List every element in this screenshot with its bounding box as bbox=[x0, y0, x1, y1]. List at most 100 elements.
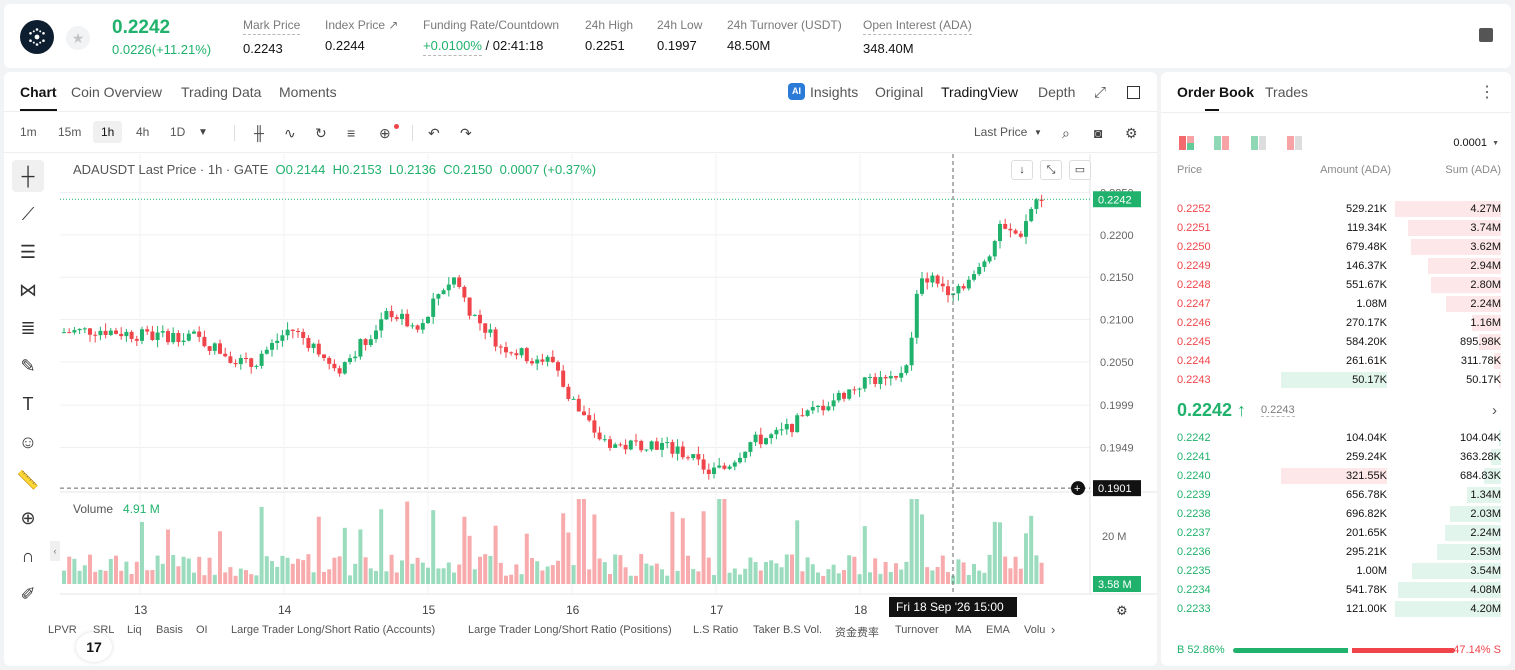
tab-chart[interactable]: Chart bbox=[20, 84, 57, 111]
add-indicator-icon[interactable]: ⊕ bbox=[379, 125, 391, 141]
chevron-down-icon[interactable]: ▼ bbox=[198, 127, 208, 138]
chevron-right-icon[interactable]: › bbox=[1492, 402, 1497, 419]
view-bids-icon[interactable] bbox=[1251, 136, 1267, 150]
bid-row[interactable]: 0.2234 541.78K 4.08M bbox=[1161, 581, 1511, 600]
tf-1m[interactable]: 1m bbox=[20, 125, 37, 139]
search-icon[interactable]: ⌕ bbox=[1062, 125, 1070, 141]
tf-15m[interactable]: 15m bbox=[58, 125, 82, 139]
tradingview-logo-icon[interactable]: 17 bbox=[76, 632, 112, 662]
ohlc-close: C0.2150 bbox=[443, 162, 493, 177]
bid-row[interactable]: 0.2241 259.24K 363.28K bbox=[1161, 448, 1511, 467]
arrow-down-icon[interactable]: ↓ bbox=[1011, 160, 1033, 180]
tab-moments[interactable]: Moments bbox=[279, 84, 337, 100]
ask-row[interactable]: 0.2249 146.37K 2.94M bbox=[1161, 257, 1511, 276]
expand-icon[interactable]: ⤢ bbox=[1094, 84, 1107, 101]
replay-icon[interactable]: ↻ bbox=[315, 125, 327, 141]
indicator-liq[interactable]: Liq bbox=[127, 624, 142, 636]
collapse-toolbar-icon[interactable]: ‹ bbox=[50, 541, 60, 561]
ask-row[interactable]: 0.2246 270.17K 1.16M bbox=[1161, 314, 1511, 333]
candlestick-icon[interactable]: ╫ bbox=[254, 125, 264, 141]
bid-row[interactable]: 0.2233 121.00K 4.20M bbox=[1161, 600, 1511, 619]
ask-row[interactable]: 0.2250 679.48K 3.62M bbox=[1161, 238, 1511, 257]
tab-coin-overview[interactable]: Coin Overview bbox=[71, 84, 163, 100]
volume-bar bbox=[108, 558, 113, 584]
tf-4h[interactable]: 4h bbox=[136, 125, 150, 139]
bid-row[interactable]: 0.2238 696.82K 2.03M bbox=[1161, 505, 1511, 524]
indicator-lpvr[interactable]: LPVR bbox=[48, 624, 77, 636]
view-asks-icon[interactable] bbox=[1287, 136, 1303, 150]
mode-insights[interactable]: Insights bbox=[810, 84, 859, 100]
trendline-icon[interactable]: ⟋ bbox=[21, 203, 35, 224]
bid-row[interactable]: 0.2236 295.21K 2.53M bbox=[1161, 543, 1511, 562]
mode-tradingview[interactable]: TradingView bbox=[941, 84, 1019, 100]
brush-icon[interactable]: ✎ bbox=[20, 355, 36, 376]
indicator-oi[interactable]: OI bbox=[196, 624, 208, 636]
mode-original[interactable]: Original bbox=[875, 84, 924, 100]
ask-row[interactable]: 0.2247 1.08M 2.24M bbox=[1161, 295, 1511, 314]
col-price: Price bbox=[1177, 164, 1203, 176]
indicator-taker-vol[interactable]: Taker B.S Vol. bbox=[753, 624, 823, 636]
price-chart[interactable]: 0.22500.22000.21500.21000.20500.19990.19… bbox=[60, 154, 1157, 666]
text-icon[interactable]: T bbox=[22, 393, 34, 414]
indicator-basis[interactable]: Basis bbox=[156, 624, 183, 636]
emoji-icon[interactable]: ☺ bbox=[18, 431, 38, 452]
stat-index-price[interactable]: Index Price ↗ 0.2244 bbox=[325, 18, 399, 53]
tf-1h[interactable]: 1h bbox=[93, 121, 123, 143]
indicator-icon[interactable]: ∿ bbox=[284, 125, 296, 141]
indicator-large-trader-positions[interactable]: Large Trader Long/Short Ratio (Positions… bbox=[468, 624, 672, 636]
tab-order-book[interactable]: Order Book bbox=[1177, 84, 1255, 111]
ruler-icon[interactable]: 📏 bbox=[16, 469, 40, 490]
bid-row[interactable]: 0.2239 656.78K 1.34M bbox=[1161, 486, 1511, 505]
gear-icon[interactable]: ⚙ bbox=[1125, 125, 1138, 141]
candle-body bbox=[353, 356, 358, 359]
horizontal-lines-icon[interactable]: ☰ bbox=[19, 241, 37, 262]
redo-icon[interactable]: ↷ bbox=[460, 125, 472, 141]
ask-row[interactable]: 0.2243 50.17K 50.17K bbox=[1161, 371, 1511, 390]
bid-row[interactable]: 0.2237 201.65K 2.24M bbox=[1161, 524, 1511, 543]
ask-row[interactable]: 0.2245 584.20K 895.98K bbox=[1161, 333, 1511, 352]
indicator-volume[interactable]: Volu bbox=[1024, 624, 1046, 636]
tab-trades[interactable]: Trades bbox=[1265, 84, 1309, 100]
favorite-star-icon[interactable]: ★ bbox=[66, 26, 90, 50]
ask-row[interactable]: 0.2248 551.67K 2.80M bbox=[1161, 276, 1511, 295]
tf-1d[interactable]: 1D bbox=[170, 125, 186, 139]
volume-bar bbox=[706, 557, 711, 584]
chevron-down-icon[interactable]: ▼ bbox=[1034, 128, 1042, 137]
camera-icon[interactable]: ◙ bbox=[1094, 125, 1103, 141]
view-both-icon[interactable] bbox=[1179, 136, 1195, 150]
fib-icon[interactable]: ≣ bbox=[20, 317, 36, 338]
magnet-icon[interactable]: ∩ bbox=[21, 545, 35, 566]
indicator-turnover[interactable]: Turnover bbox=[895, 624, 939, 636]
ask-row[interactable]: 0.2244 261.61K 311.78K bbox=[1161, 352, 1511, 371]
bid-row[interactable]: 0.2242 104.04K 104.04K bbox=[1161, 429, 1511, 448]
zoom-in-icon[interactable]: ⊕ bbox=[20, 507, 36, 528]
mode-depth[interactable]: Depth bbox=[1038, 84, 1076, 100]
candle-body bbox=[62, 332, 66, 334]
fullscreen-icon[interactable]: ▭ bbox=[1069, 160, 1091, 180]
last-price-select[interactable]: Last Price bbox=[974, 125, 1028, 139]
indicator-ema[interactable]: EMA bbox=[986, 624, 1010, 636]
indicator-large-trader-accounts[interactable]: Large Trader Long/Short Ratio (Accounts) bbox=[231, 624, 436, 636]
indicator-funding-rate[interactable]: 资金费率 bbox=[835, 627, 879, 639]
indicator-srl[interactable]: SRL bbox=[93, 624, 115, 636]
indicator-ma[interactable]: MA bbox=[955, 624, 972, 636]
book-icon[interactable] bbox=[1479, 28, 1493, 42]
bid-row[interactable]: 0.2235 1.00M 3.54M bbox=[1161, 562, 1511, 581]
more-icon[interactable]: ⋮ bbox=[1479, 84, 1495, 101]
ask-row[interactable]: 0.2252 529.21K 4.27M bbox=[1161, 200, 1511, 219]
bid-row[interactable]: 0.2240 321.55K 684.83K bbox=[1161, 467, 1511, 486]
tab-trading-data[interactable]: Trading Data bbox=[181, 84, 262, 100]
ask-row[interactable]: 0.2251 119.34K 3.74M bbox=[1161, 219, 1511, 238]
indicator-ls-ratio[interactable]: L.S Ratio bbox=[693, 624, 739, 636]
collapse-icon[interactable]: ⤡ bbox=[1040, 160, 1062, 180]
undo-icon[interactable]: ↶ bbox=[428, 125, 440, 141]
window-icon[interactable] bbox=[1127, 86, 1140, 99]
view-asks-bids-icon[interactable] bbox=[1214, 136, 1230, 150]
chevron-right-icon[interactable]: › bbox=[1051, 622, 1056, 637]
template-icon[interactable]: ≡ bbox=[347, 125, 356, 141]
pattern-icon[interactable]: ⋈ bbox=[19, 279, 37, 300]
pencil-lock-icon[interactable]: ✐ bbox=[20, 583, 36, 604]
chevron-down-icon[interactable]: ▼ bbox=[1492, 140, 1499, 147]
precision-select[interactable]: 0.0001 bbox=[1453, 137, 1487, 149]
crosshair-icon[interactable]: ┼ bbox=[12, 160, 44, 192]
